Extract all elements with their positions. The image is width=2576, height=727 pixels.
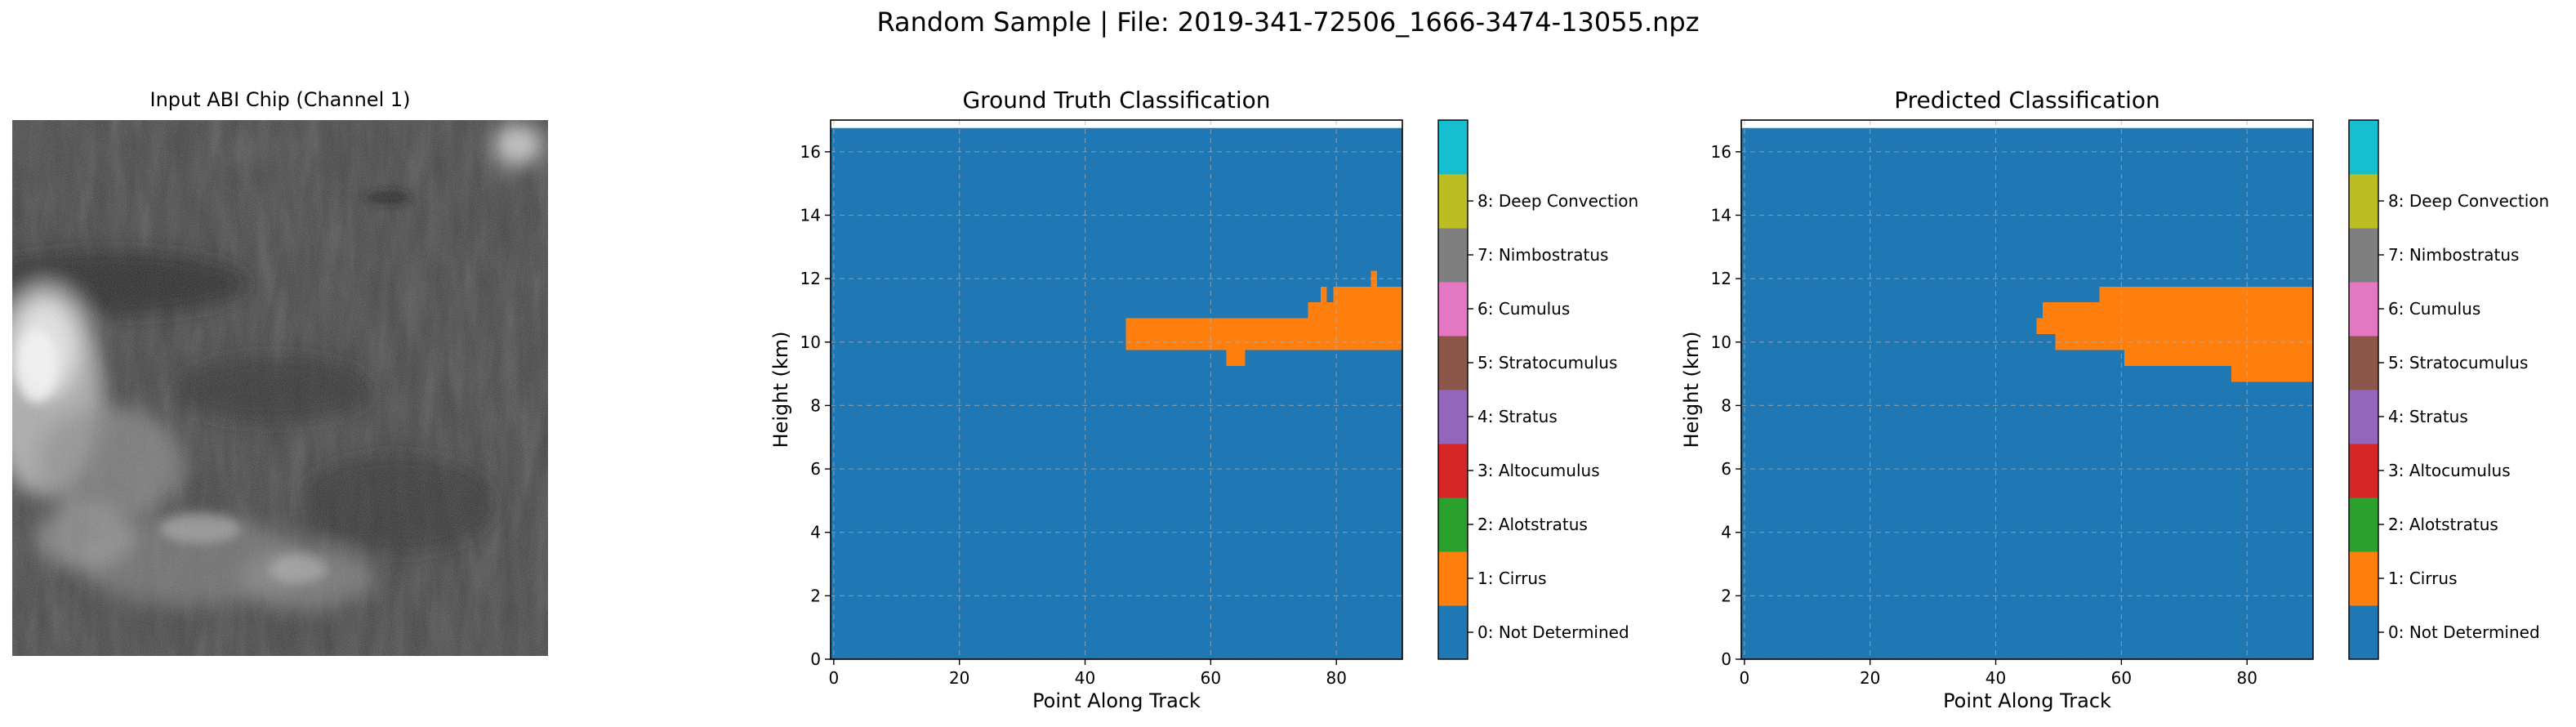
predicted-colorbar-segment-8 [2349, 174, 2378, 229]
ground-truth-colorbar: 0: Not Determined 1: Cirrus 2: Alotstratus… [1437, 119, 1638, 660]
predicted-colorbar-segment-9 [2349, 120, 2378, 175]
predicted-xtick-label: 60 [2111, 668, 2132, 688]
ground-truth-colorbar-segment-7 [1438, 228, 1468, 283]
ground-truth-colorbar-label: 7: Nimbostratus [1477, 245, 1608, 265]
predicted-plot-area [1740, 119, 2314, 660]
ground-truth-class-region-0 [1125, 318, 1402, 350]
ground-truth-axes-frame [830, 119, 1403, 660]
ground-truth-colorbar-label: 2: Alotstratus [1477, 515, 1588, 534]
ground-truth-xlabel: Point Along Track [1032, 689, 1201, 712]
ground-truth-ytick-label: 6 [810, 459, 821, 479]
predicted-colorbar-frame [2348, 119, 2379, 660]
predicted-ytick-label: 14 [1711, 205, 1731, 225]
ground-truth-colorbar-label: 0: Not Determined [1477, 622, 1629, 642]
predicted-colorbar-label: 5: Stratocumulus [2388, 353, 2528, 372]
predicted-colorbar-segment-7 [2349, 228, 2378, 283]
predicted-colorbar-label: 4: Stratus [2388, 407, 2468, 426]
ground-truth-colorbar-label: 1: Cirrus [1477, 569, 1547, 588]
ground-truth-xtick-label: 40 [1075, 668, 1095, 688]
ground-truth-xtick-label: 80 [1326, 668, 1347, 688]
predicted-colorbar-label: 1: Cirrus [2388, 569, 2458, 588]
ground-truth-ylabel: Height (km) [769, 332, 792, 448]
ground-truth-ytick-label: 0 [810, 649, 821, 669]
predicted-colorbar-segment-0 [2349, 605, 2378, 660]
ground-truth-ytick-label: 8 [810, 395, 821, 415]
ground-truth-panel: Ground Truth Classification 0 20 40 60 80 0 2… [769, 87, 1638, 712]
predicted-colorbar-segment-5 [2349, 336, 2378, 390]
predicted-ytick-label: 12 [1711, 269, 1731, 288]
ground-truth-colorbar-frame [1437, 119, 1468, 660]
predicted-ytick-label: 2 [1721, 586, 1731, 605]
ground-truth-xtick-label: 60 [1201, 668, 1221, 688]
predicted-xtick-label: 40 [1985, 668, 2006, 688]
predicted-background-cells [1741, 127, 2313, 660]
predicted-class-region-0 [2043, 302, 2313, 319]
predicted-colorbar-label: 0: Not Determined [2388, 622, 2540, 642]
predicted-colorbar-label: 6: Cumulus [2388, 299, 2480, 319]
ground-truth-class-region-5 [1226, 350, 1246, 366]
predicted-colorbar-label: 8: Deep Convection [2388, 191, 2549, 211]
predicted-xtick-label: 80 [2237, 668, 2257, 688]
ground-truth-colorbar-label: 5: Stratocumulus [1477, 353, 1617, 372]
ground-truth-title: Ground Truth Classification [962, 87, 1270, 114]
abi-chip-title: Input ABI Chip (Channel 1) [149, 88, 411, 111]
ground-truth-xtick-label: 20 [949, 668, 969, 688]
ground-truth-colorbar-segment-4 [1438, 390, 1468, 444]
ground-truth-colorbar-label: 4: Stratus [1477, 407, 1558, 426]
predicted-colorbar-segment-1 [2349, 551, 2378, 606]
ground-truth-colorbar-segment-3 [1438, 444, 1468, 498]
ground-truth-colorbar-label: 3: Altocumulus [1477, 461, 1600, 480]
predicted-ytick-label: 6 [1721, 459, 1731, 479]
ground-truth-xtick-label: 0 [828, 668, 839, 688]
ground-truth-class-region-6 [1396, 350, 1402, 366]
predicted-panel: Predicted Classification 0 20 40 60 80 0 2 4 6 8… [1680, 87, 2549, 712]
predicted-axes-frame [1740, 119, 2314, 660]
predicted-ytick-label: 8 [1721, 395, 1731, 415]
predicted-ytick-label: 0 [1721, 649, 1731, 669]
ground-truth-class-region-2 [1321, 286, 1327, 303]
ground-truth-colorbar-label: 8: Deep Convection [1477, 191, 1638, 211]
predicted-xtick-label: 0 [1739, 668, 1749, 688]
predicted-colorbar-segment-3 [2349, 444, 2378, 498]
ground-truth-colorbar-segment-9 [1438, 120, 1468, 175]
ground-truth-colorbar-segment-8 [1438, 174, 1468, 229]
ground-truth-colorbar-segment-6 [1438, 282, 1468, 337]
ground-truth-ytick-label: 12 [800, 269, 821, 288]
predicted-class-region-1 [2099, 286, 2313, 303]
predicted-colorbar-segment-2 [2349, 497, 2378, 552]
ground-truth-class-region-3 [1333, 286, 1402, 303]
predicted-ytick-label: 4 [1721, 523, 1731, 542]
predicted-class-region-2 [2036, 318, 2313, 335]
ground-truth-colorbar-segment-5 [1438, 336, 1468, 390]
predicted-ytick-label: 16 [1711, 142, 1731, 162]
predicted-class-region-4 [2124, 350, 2313, 366]
predicted-colorbar-segment-6 [2349, 282, 2378, 337]
ground-truth-ytick-label: 4 [810, 523, 821, 542]
predicted-title: Predicted Classification [1894, 87, 2160, 114]
ground-truth-plot-area [830, 119, 1403, 660]
abi-chip-image [12, 120, 548, 656]
predicted-colorbar-label: 7: Nimbostratus [2388, 245, 2519, 265]
predicted-xtick-label: 20 [1860, 668, 1880, 688]
ground-truth-ytick-label: 16 [800, 142, 821, 162]
ground-truth-ytick-label: 14 [800, 205, 821, 225]
predicted-ylabel: Height (km) [1680, 332, 1703, 448]
predicted-xlabel: Point Along Track [1943, 689, 2111, 712]
ground-truth-ytick-label: 2 [810, 586, 821, 605]
ground-truth-colorbar-label: 6: Cumulus [1477, 299, 1570, 319]
predicted-colorbar-label: 3: Altocumulus [2388, 461, 2511, 480]
figure-suptitle: Random Sample | File: 2019-341-72506_166… [876, 7, 1700, 38]
predicted-colorbar-segment-4 [2349, 390, 2378, 444]
predicted-class-region-5 [2231, 365, 2313, 382]
ground-truth-colorbar-segment-1 [1438, 551, 1468, 606]
predicted-ytick-label: 10 [1711, 332, 1731, 352]
predicted-colorbar: 0: Not Determined 1: Cirrus 2: Alotstratus… [2348, 119, 2549, 660]
ground-truth-class-region-1 [1308, 302, 1402, 319]
ground-truth-background-cells [831, 127, 1402, 660]
ground-truth-colorbar-segment-2 [1438, 497, 1468, 552]
predicted-colorbar-label: 2: Alotstratus [2388, 515, 2498, 534]
ground-truth-colorbar-segment-0 [1438, 605, 1468, 660]
ground-truth-ytick-label: 10 [800, 332, 821, 352]
